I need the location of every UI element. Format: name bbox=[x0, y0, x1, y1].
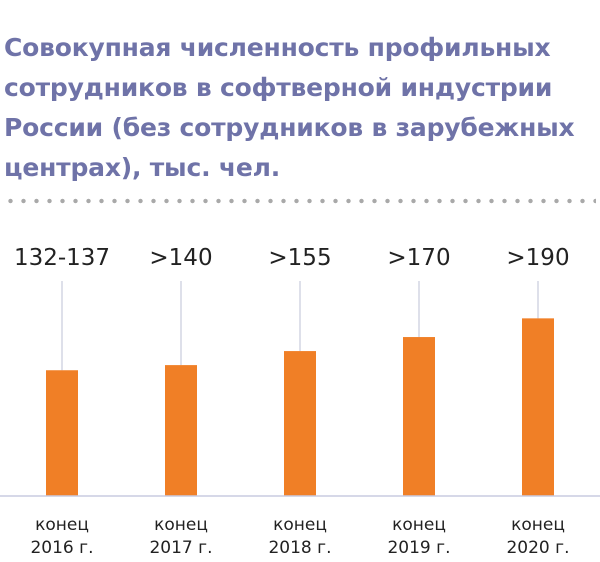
dotted-divider bbox=[4, 198, 596, 204]
value-label: >155 bbox=[268, 245, 331, 271]
leader-lines bbox=[61, 281, 539, 371]
value-label: 132-137 bbox=[14, 245, 110, 271]
bars bbox=[46, 318, 554, 496]
bar bbox=[165, 365, 197, 496]
value-label: >190 bbox=[506, 245, 569, 271]
category-label: конец bbox=[273, 515, 327, 535]
category-label: конец bbox=[511, 515, 565, 535]
bar bbox=[403, 337, 435, 496]
category-label: 2016 г. bbox=[30, 538, 93, 558]
category-label: конец bbox=[392, 515, 446, 535]
bar bbox=[284, 351, 316, 496]
category-labels: конец 2016 г. конец 2017 г. конец 2018 г. коне… bbox=[30, 515, 569, 558]
category-label: 2020 г. bbox=[506, 538, 569, 558]
value-label: >140 bbox=[149, 245, 212, 271]
bar bbox=[46, 370, 78, 496]
value-labels: 132-137 >140 >155 >170 >190 bbox=[14, 245, 570, 271]
bar bbox=[522, 318, 554, 496]
chart-title: Совокупная численность профильных сотруд… bbox=[4, 33, 575, 182]
category-label: конец bbox=[154, 515, 208, 535]
category-label: конец bbox=[35, 515, 89, 535]
category-label: 2017 г. bbox=[149, 538, 212, 558]
category-label: 2019 г. bbox=[387, 538, 450, 558]
value-label: >170 bbox=[387, 245, 450, 271]
category-label: 2018 г. bbox=[268, 538, 331, 558]
